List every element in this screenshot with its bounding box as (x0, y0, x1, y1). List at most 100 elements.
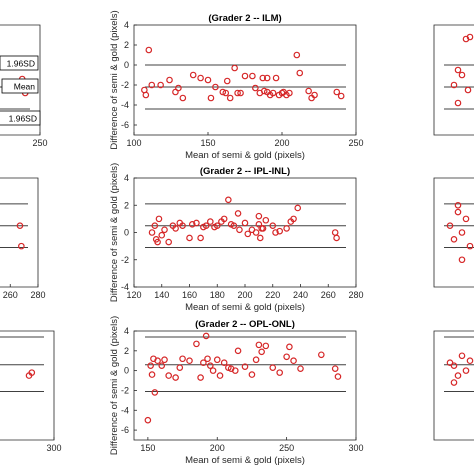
data-point (458, 229, 466, 236)
data-point (272, 74, 280, 82)
y-axis-label: Difference of semi & gold (pixels) (109, 163, 120, 302)
y-tick-label: -4 (121, 100, 129, 110)
y-tick-label: 4 (124, 326, 129, 336)
x-tick-label: 200 (237, 290, 252, 300)
panel-center-top: 100 150 200 250 -6 -4 -2 0 2 4 (Grader 2 -- ILM) Me… (109, 10, 364, 161)
x-tick-label: 160 (182, 290, 197, 300)
x-tick-label: 140 (154, 290, 169, 300)
data-point (241, 72, 249, 80)
data-point (446, 222, 454, 229)
data-point (207, 218, 214, 225)
plot-area-frame (133, 330, 357, 441)
data-point (293, 51, 301, 59)
data-point (252, 229, 260, 236)
panel-center-bottom: 150 200 250 300 -6 -4 -2 0 2 4 (Grader 2 -- OPL-ON… (109, 316, 364, 466)
data-point (255, 341, 263, 349)
data-point (209, 367, 217, 374)
data-point (450, 362, 458, 369)
data-point (148, 371, 156, 378)
annotation-box (0, 110, 41, 126)
plot-area-frame (0, 24, 41, 136)
data-point (263, 74, 271, 82)
x-tick-label: 150 (140, 443, 155, 453)
data-point (296, 69, 304, 77)
data-point (151, 222, 159, 229)
plot-area-frame (433, 177, 474, 288)
data-point (197, 374, 204, 381)
x-tick-label: 260 (3, 290, 18, 300)
data-point (148, 229, 156, 236)
data-point (189, 71, 197, 79)
data-point (269, 222, 277, 229)
panel-right-middle (433, 177, 474, 288)
data-point (454, 99, 462, 107)
x-tick-label: 250 (32, 138, 47, 148)
data-point (311, 91, 318, 99)
data-point (148, 81, 156, 89)
x-tick-label: 150 (200, 138, 215, 148)
x-tick-label: 300 (46, 443, 61, 453)
data-point (188, 221, 196, 228)
data-point (283, 225, 290, 232)
data-point (204, 76, 212, 84)
data-point (450, 236, 458, 243)
y-tick-label: 2 (124, 346, 129, 356)
data-point (166, 76, 173, 84)
data-point (158, 362, 166, 369)
x-tick-label: 260 (321, 290, 336, 300)
data-point (145, 46, 153, 54)
data-point (256, 234, 264, 242)
chart-title: (Grader 2 -- OPL-ONL) (195, 319, 295, 330)
y-tick-label: -6 (121, 425, 129, 435)
x-tick-label: 250 (279, 443, 294, 453)
data-point (466, 242, 474, 250)
data-point (197, 74, 204, 82)
data-point (226, 94, 234, 102)
x-tick-label: 120 (126, 290, 141, 300)
data-point (276, 227, 283, 235)
data-point (186, 234, 193, 242)
data-point (466, 357, 474, 365)
data-point (462, 367, 470, 374)
annotation-label: 1.96SD (9, 114, 37, 124)
x-tick-label: 280 (348, 290, 363, 300)
panel-right-bottom (433, 330, 474, 441)
annotation-box (0, 55, 39, 71)
data-point (213, 356, 221, 364)
y-tick-label: -4 (121, 405, 129, 415)
x-tick-label: 220 (265, 290, 280, 300)
data-point (165, 238, 172, 246)
data-point (202, 222, 210, 229)
data-point (269, 89, 277, 97)
x-tick-label: 280 (30, 290, 45, 300)
data-point (241, 219, 249, 227)
annotation-label: Mean (14, 82, 36, 92)
x-tick-label: 300 (348, 443, 363, 453)
data-point (193, 340, 200, 348)
y-axis-label: Difference of semi & gold (pixels) (109, 10, 120, 149)
data-point (154, 357, 161, 365)
data-point (234, 210, 242, 217)
data-point (161, 356, 168, 364)
data-point (200, 359, 207, 367)
y-tick-label: -2 (121, 385, 129, 395)
data-point (231, 367, 239, 374)
data-point (286, 343, 293, 351)
data-point (202, 332, 210, 340)
data-point (255, 212, 263, 220)
data-point (259, 74, 267, 82)
data-point (454, 201, 462, 209)
annotation-box (1, 78, 39, 94)
data-point (276, 369, 283, 376)
data-point (223, 77, 231, 85)
data-point (464, 86, 472, 94)
y-tick-label: 4 (124, 20, 129, 30)
data-point (237, 89, 244, 97)
data-point (236, 226, 243, 234)
data-point (186, 357, 193, 365)
data-point (179, 94, 187, 102)
data-point (454, 208, 462, 216)
plot-area-frame (0, 330, 55, 441)
data-point (297, 365, 304, 372)
data-point (207, 362, 214, 369)
